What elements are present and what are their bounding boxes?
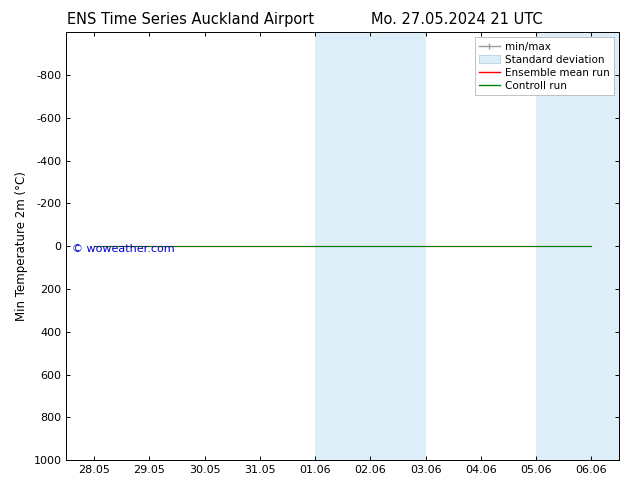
- Text: ENS Time Series Auckland Airport: ENS Time Series Auckland Airport: [67, 12, 314, 27]
- Y-axis label: Min Temperature 2m (°C): Min Temperature 2m (°C): [15, 171, 28, 321]
- Text: © woweather.com: © woweather.com: [72, 244, 174, 254]
- Text: Mo. 27.05.2024 21 UTC: Mo. 27.05.2024 21 UTC: [371, 12, 542, 27]
- Legend: min/max, Standard deviation, Ensemble mean run, Controll run: min/max, Standard deviation, Ensemble me…: [475, 37, 614, 95]
- Bar: [536, 32, 619, 460]
- Bar: [315, 32, 425, 460]
